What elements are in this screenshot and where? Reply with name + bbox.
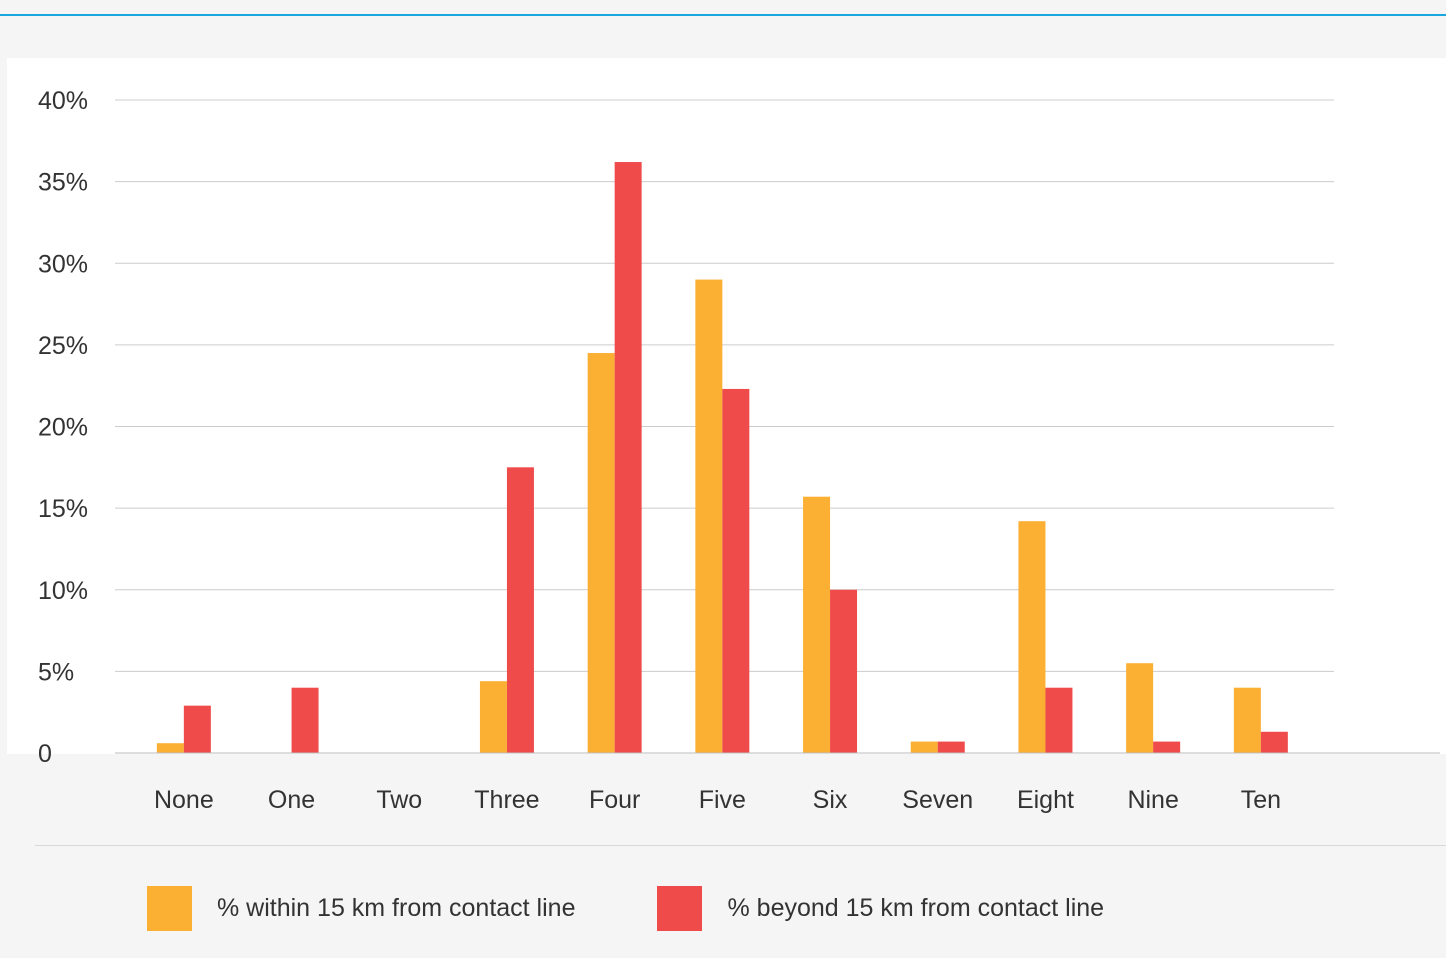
legend: % within 15 km from contact line % beyon… <box>147 885 1186 931</box>
y-axis-tick-labels: 0 5% 10% 15% 20% 25% 30% 35% 40% <box>38 87 88 768</box>
y-tick-label: 5% <box>38 658 74 686</box>
bar-beyond <box>937 741 965 753</box>
bar-within <box>479 681 507 753</box>
y-tick-label: 10% <box>38 577 88 605</box>
bar-beyond <box>1153 741 1181 753</box>
bar-within <box>695 279 723 753</box>
bar-beyond <box>722 388 750 753</box>
bar-beyond <box>830 589 858 753</box>
x-axis-tick-labels: None One Two Three Four Five Six Seven Eight Nine… <box>154 786 1281 814</box>
x-tick-label: Eight <box>1017 786 1074 814</box>
y-tick-label: 20% <box>38 414 88 442</box>
y-tick-label: 30% <box>38 250 88 278</box>
bar-within <box>1018 521 1046 753</box>
bar-beyond <box>506 467 534 753</box>
y-tick-label: 25% <box>38 332 88 360</box>
y-tick-label: 15% <box>38 495 88 523</box>
bar-beyond <box>1045 687 1073 753</box>
y-tick-label: 35% <box>38 169 88 197</box>
legend-swatch-beyond <box>657 885 703 931</box>
bar-beyond <box>1260 731 1288 753</box>
bars <box>156 162 1288 753</box>
x-tick-label: Ten <box>1241 786 1281 814</box>
x-tick-label: One <box>268 786 315 814</box>
legend-swatch-within <box>147 885 192 931</box>
bar-within <box>587 353 615 753</box>
bar-beyond <box>614 162 642 753</box>
legend-divider <box>35 845 1446 846</box>
bar-within <box>910 741 938 753</box>
top-band <box>0 16 1446 58</box>
legend-label-beyond: % beyond 15 km from contact line <box>727 893 1105 922</box>
bar-within <box>803 496 831 753</box>
legend-item-beyond: % beyond 15 km from contact line <box>657 885 1105 931</box>
x-tick-label: Seven <box>902 786 973 814</box>
x-tick-label: Two <box>376 786 422 814</box>
x-tick-label: Four <box>589 786 640 814</box>
bar-within <box>1126 663 1154 753</box>
top-accent-rule <box>0 14 1446 16</box>
y-tick-label: 0 <box>38 740 52 768</box>
bar-beyond <box>291 687 319 753</box>
legend-label-within: % within 15 km from contact line <box>217 893 576 922</box>
x-tick-label: Three <box>474 786 539 814</box>
x-tick-label: Nine <box>1127 786 1178 814</box>
y-tick-label: 40% <box>38 87 88 115</box>
x-tick-label: None <box>154 786 214 814</box>
legend-item-within: % within 15 km from contact line <box>147 885 576 931</box>
bar-within <box>156 743 184 753</box>
bar-beyond <box>183 705 211 753</box>
bar-within <box>1233 687 1261 753</box>
x-tick-label: Six <box>813 786 848 814</box>
x-tick-label: Five <box>699 786 746 814</box>
